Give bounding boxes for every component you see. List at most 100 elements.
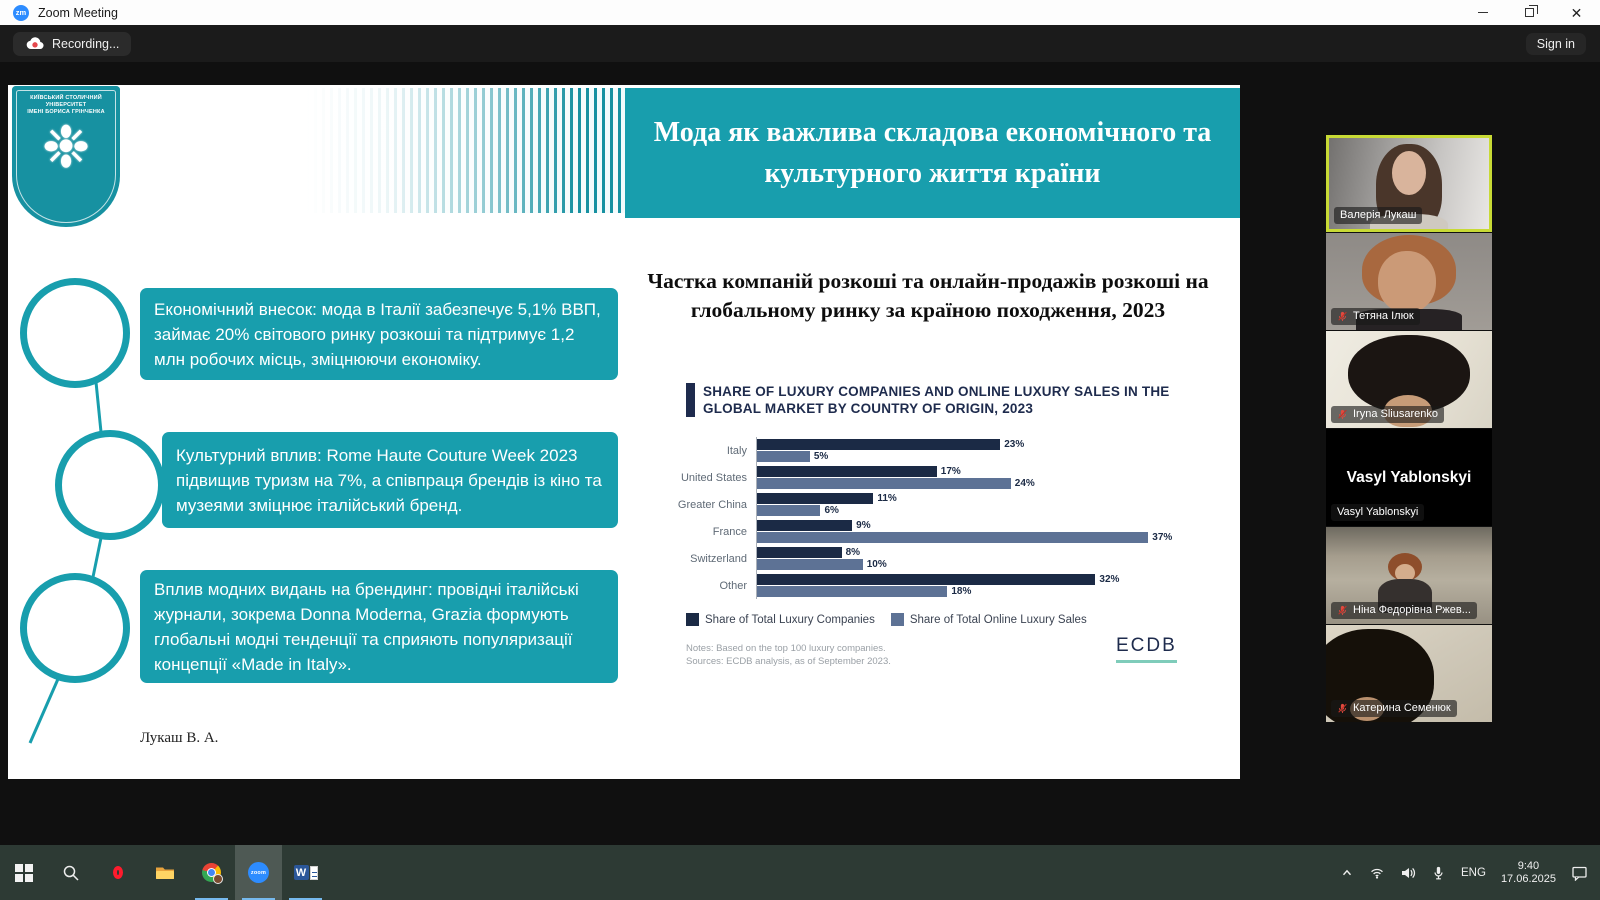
participant-tile[interactable]: Vasyl Yablonskyi Vasyl Yablonskyi <box>1326 429 1492 526</box>
sign-in-button[interactable]: Sign in <box>1525 32 1586 55</box>
chart-value-label: 32% <box>1099 574 1120 585</box>
chart-bar-line: 32% <box>757 574 1198 586</box>
bullet-circle-2 <box>55 430 165 540</box>
note-line: Sources: ECDB analysis, as of September … <box>686 656 891 667</box>
chart-bars: 23% 5% <box>756 437 1198 464</box>
university-logo: КИЇВСЬКИЙ СТОЛИЧНИЙ УНІВЕРСИТЕТ ІМЕНІ БО… <box>12 86 120 227</box>
chart-category-label: Switzerland <box>690 552 747 565</box>
chart-value-label: 11% <box>877 493 897 504</box>
recording-label: Recording... <box>52 36 120 51</box>
chart-bar <box>757 559 863 570</box>
chart-bar-line: 23% <box>757 439 1198 451</box>
participant-name: Катерина Семенюк <box>1353 702 1451 714</box>
stripes-decoration <box>306 88 625 213</box>
participant-name-label: Тетяна Ілюк <box>1331 308 1420 325</box>
running-indicator <box>289 898 322 900</box>
running-indicator <box>242 898 275 900</box>
chart-title-ua: Частка компаній розкоші та онлайн-продаж… <box>647 269 1209 322</box>
minimize-button[interactable] <box>1459 0 1506 25</box>
chart-bars: 9% 37% <box>756 518 1198 545</box>
zoom-icon: zoom <box>248 862 269 883</box>
mic-off-icon <box>1338 605 1347 615</box>
chart-bar <box>757 532 1149 543</box>
participant-name-label: Iryna Sliusarenko <box>1331 406 1444 423</box>
volume-button[interactable] <box>1400 865 1416 881</box>
participant-name: Тетяна Ілюк <box>1353 310 1414 322</box>
chart-rows: Italy 23% 5% United States 17% 24% Greater Chi… <box>658 437 1198 599</box>
participant-tile[interactable]: Iryna Sliusarenko <box>1326 331 1492 428</box>
tray-mic-button[interactable] <box>1431 865 1446 881</box>
chart-value-label: 18% <box>951 586 972 597</box>
chart-bar <box>757 466 937 477</box>
minimize-icon <box>1477 12 1488 13</box>
recording-indicator[interactable]: Recording... <box>13 31 132 56</box>
chart-row: Other 32% 18% <box>658 572 1198 599</box>
author-name: Лукаш В. А. <box>140 730 219 746</box>
participant-video-detail <box>1392 151 1426 195</box>
university-logo-caption: КИЇВСЬКИЙ СТОЛИЧНИЙ УНІВЕРСИТЕТ ІМЕНІ БО… <box>27 95 105 115</box>
bullet-circle-1 <box>20 278 130 388</box>
chart-bars: 11% 6% <box>756 491 1198 518</box>
cloud-recording-icon <box>26 36 44 49</box>
notification-center-button[interactable] <box>1571 865 1588 881</box>
window-title: Zoom Meeting <box>38 5 118 20</box>
participant-name: Iryna Sliusarenko <box>1353 408 1438 420</box>
chart-row: Switzerland 8% 10% <box>658 545 1198 572</box>
participant-tile[interactable]: Тетяна Ілюк <box>1326 233 1492 330</box>
chart-notes: Notes: Based on the top 100 luxury compa… <box>686 642 891 668</box>
participant-name-label: Катерина Семенюк <box>1331 700 1457 717</box>
mic-off-icon <box>1338 311 1347 321</box>
clock-time: 9:40 <box>1517 859 1540 872</box>
participant-tile[interactable]: Валерія Лукаш <box>1326 135 1492 232</box>
word-button[interactable]: W <box>282 845 329 900</box>
note-line: Notes: Based on the top 100 luxury compa… <box>686 643 886 654</box>
network-button[interactable] <box>1369 865 1385 880</box>
file-explorer-icon <box>155 867 174 879</box>
chart-bar-line: 18% <box>757 586 1198 598</box>
participant-video-detail <box>1395 564 1415 582</box>
chrome-profile-avatar <box>213 874 223 884</box>
legend-item: Share of Total Luxury Companies <box>686 613 875 626</box>
clock-date: 17.06.2025 <box>1500 872 1556 885</box>
restore-button[interactable] <box>1506 0 1553 25</box>
chart-row: United States 17% 24% <box>658 464 1198 491</box>
participant-tile[interactable]: Катерина Семенюк <box>1326 625 1492 722</box>
close-button[interactable]: ✕ <box>1553 0 1600 25</box>
system-tray: ENG 9:40 17.06.2025 <box>1340 860 1588 886</box>
shared-screen-slide: КИЇВСЬКИЙ СТОЛИЧНИЙ УНІВЕРСИТЕТ ІМЕНІ БО… <box>8 85 1240 779</box>
search-button[interactable] <box>47 845 94 900</box>
opera-button[interactable] <box>94 845 141 900</box>
chart-value-label: 9% <box>856 520 871 531</box>
snowflake-emblem-icon: ❉ <box>41 115 91 180</box>
chart-bar-line: 5% <box>757 451 1198 463</box>
participant-tile[interactable]: Ніна Федорівна Ржев... <box>1326 527 1492 624</box>
participant-name: Ніна Федорівна Ржев... <box>1353 604 1471 616</box>
running-indicator <box>195 898 228 900</box>
chart-legend: Share of Total Luxury Companies Share of… <box>686 613 1087 626</box>
chart-bar <box>757 505 821 516</box>
chart-value-label: 17% <box>940 466 961 477</box>
start-button[interactable] <box>0 845 47 900</box>
chart-value-label: 37% <box>1152 532 1173 543</box>
chrome-button[interactable] <box>188 845 235 900</box>
legend-swatch-0 <box>686 613 699 626</box>
taskbar: zoom W <box>0 845 1600 900</box>
chart-bar-line: 10% <box>757 559 1198 571</box>
mic-off-icon <box>1338 703 1347 713</box>
tray-overflow-button[interactable] <box>1340 866 1354 880</box>
language-indicator[interactable]: ENG <box>1461 866 1486 879</box>
taskbar-clock[interactable]: 9:40 17.06.2025 <box>1501 860 1556 886</box>
chart-category-label: United States <box>680 471 747 484</box>
participant-video-detail <box>1378 251 1436 313</box>
slide-title: Мода як важлива складова економічного та… <box>653 117 1212 189</box>
chart-bar-line: 37% <box>757 532 1198 544</box>
participant-name: Валерія Лукаш <box>1340 209 1417 221</box>
file-explorer-button[interactable] <box>141 845 188 900</box>
chart-bars: 17% 24% <box>756 464 1198 491</box>
chart-category-label: France <box>712 525 747 538</box>
participant-name-label: Vasyl Yablonskyi <box>1331 504 1425 521</box>
microphone-icon <box>1434 866 1443 879</box>
zoom-taskbar-button[interactable]: zoom <box>235 845 282 900</box>
word-icon: W <box>293 865 318 880</box>
mic-off-icon <box>1338 409 1347 419</box>
